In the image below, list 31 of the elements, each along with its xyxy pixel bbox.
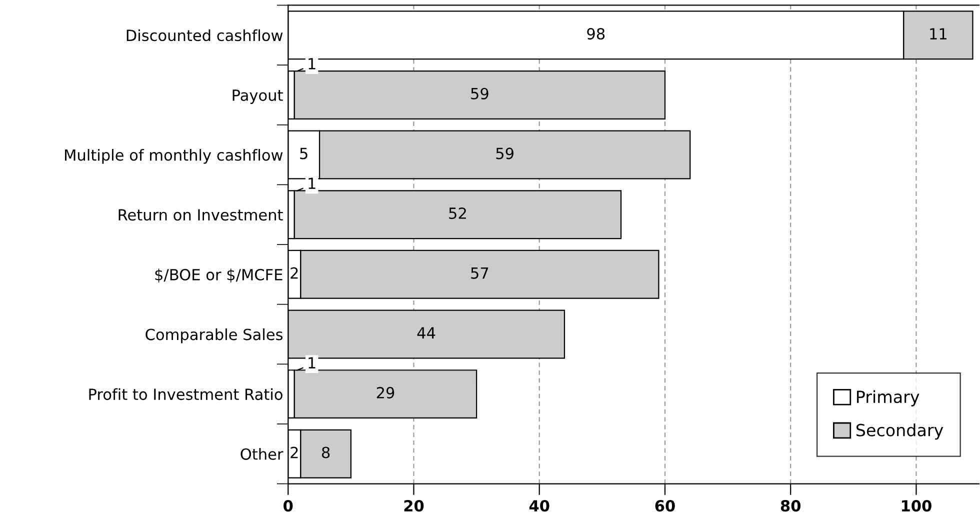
data-label: 8 bbox=[322, 446, 330, 458]
y-tick-label: Payout bbox=[232, 90, 283, 104]
data-label: 59 bbox=[496, 148, 514, 160]
y-tick-label: Profit to Investment Ratio bbox=[89, 388, 282, 400]
data-label: 1 bbox=[308, 178, 316, 189]
legend-label: Primary bbox=[857, 390, 920, 406]
x-tick-label: 0 bbox=[284, 500, 293, 512]
data-label: 44 bbox=[417, 327, 436, 338]
data-label: 2 bbox=[290, 267, 298, 279]
y-tick-label: Multiple of monthly cashflow bbox=[65, 148, 283, 164]
data-label: 1 bbox=[308, 58, 316, 70]
x-tick-label: 20 bbox=[404, 500, 424, 512]
y-tick-label: Discounted cashflow bbox=[126, 29, 283, 42]
data-label: 57 bbox=[471, 267, 488, 279]
x-tick-label: 100 bbox=[902, 500, 932, 512]
x-tick-label: 40 bbox=[529, 500, 550, 512]
data-label: 98 bbox=[587, 28, 605, 40]
y-tick-label: Comparable Sales bbox=[146, 328, 283, 344]
data-label: 2 bbox=[290, 446, 298, 458]
data-label: 29 bbox=[376, 386, 394, 398]
data-label: 5 bbox=[300, 148, 308, 160]
x-tick-label: 80 bbox=[780, 500, 800, 512]
data-label: 59 bbox=[471, 88, 488, 100]
data-label: 52 bbox=[449, 207, 466, 220]
data-label: 1 bbox=[308, 357, 316, 368]
y-tick-label: Return on Investment bbox=[118, 209, 283, 221]
y-tick-label: $/BOE or $/MCFE bbox=[155, 268, 282, 282]
legend-label: Secondary bbox=[856, 424, 944, 440]
x-tick-label: 60 bbox=[655, 500, 675, 512]
y-tick-label: Other bbox=[240, 448, 284, 460]
data-label: 11 bbox=[930, 28, 947, 40]
